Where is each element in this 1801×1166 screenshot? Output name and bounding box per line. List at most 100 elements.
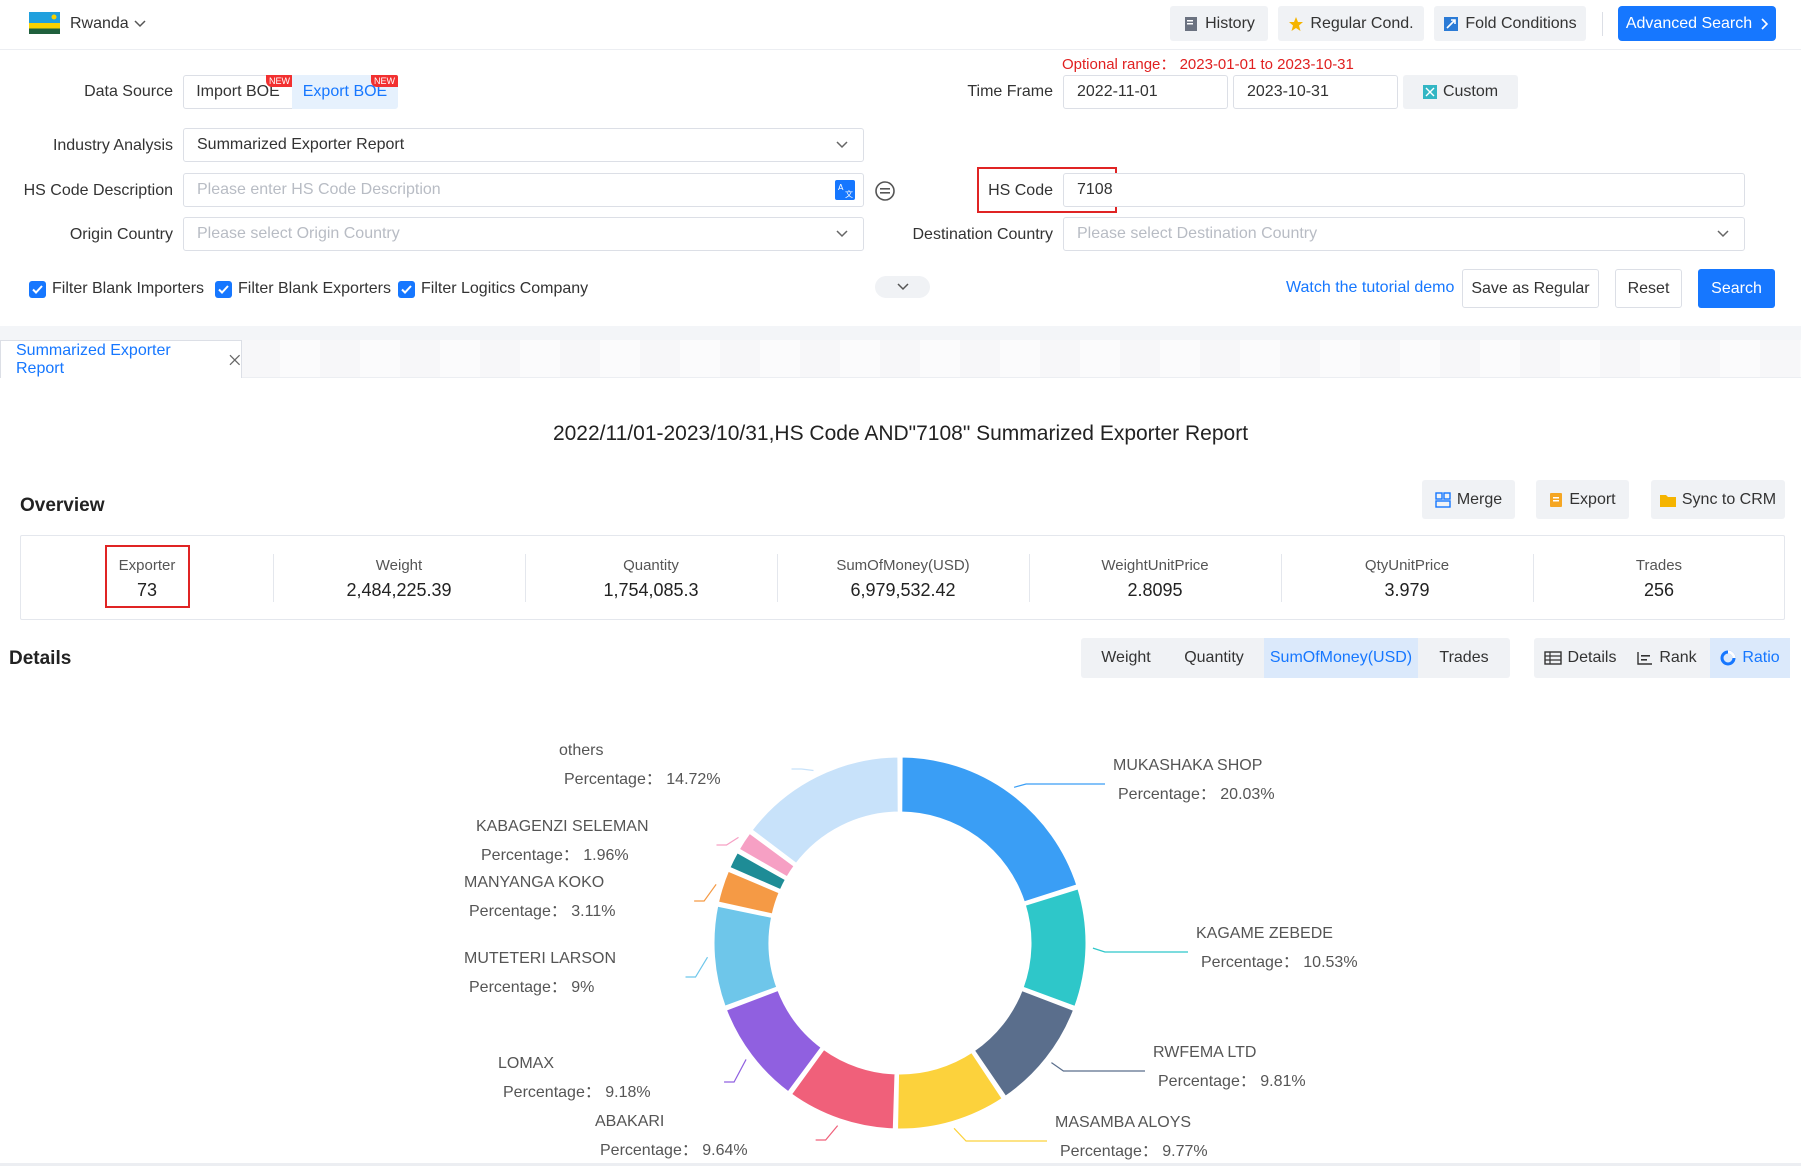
filter-blank-exporters-checkbox[interactable]: Filter Blank Exporters (215, 280, 391, 298)
details-heading: Details (9, 648, 72, 669)
search-button[interactable]: Search (1698, 269, 1775, 308)
hs-code-input[interactable]: 7108 (1063, 173, 1745, 207)
slice-name-label: others (559, 742, 603, 759)
slice-name-label: KABAGENZI SELEMAN (476, 818, 649, 835)
rwanda-flag-icon (29, 12, 60, 34)
origin-country-select[interactable]: Please select Origin Country (183, 217, 864, 251)
origin-country-label: Origin Country (69, 226, 173, 243)
donut-slice[interactable] (723, 987, 825, 1096)
view-switch: Details Rank Ratio (1534, 638, 1790, 678)
donut-slice[interactable] (726, 849, 789, 893)
history-button[interactable]: History (1170, 6, 1268, 41)
metric-weight[interactable]: Weight (1101, 649, 1151, 666)
exporter-stat-highlight (105, 545, 190, 608)
slice-name-label: MASAMBA ALOYS (1055, 1114, 1191, 1131)
label-leader-line (694, 883, 717, 902)
chevron-down-icon (836, 141, 848, 149)
folder-icon (1659, 494, 1676, 507)
slice-name-label: LOMAX (498, 1055, 554, 1072)
stat-divider (777, 554, 778, 602)
donut-slice[interactable] (735, 829, 798, 881)
view-details[interactable]: Details (1534, 638, 1626, 678)
svg-text:A: A (838, 183, 844, 192)
import-boe-option[interactable]: Import BOE NEW (183, 75, 293, 109)
filter-blank-importers-checkbox[interactable]: Filter Blank Importers (29, 280, 204, 298)
metric-trades[interactable]: Trades (1439, 649, 1489, 666)
chevron-down-icon (897, 283, 909, 291)
advanced-search-button[interactable]: Advanced Search (1618, 6, 1776, 41)
checkmark-icon (29, 280, 46, 298)
donut-slice[interactable] (971, 987, 1077, 1100)
stat-weight: Weight 2,484,225.39 (346, 556, 452, 600)
view-rank[interactable]: Rank (1626, 638, 1708, 678)
view-ratio[interactable]: Ratio (1710, 638, 1790, 678)
label-leader-line (716, 836, 739, 846)
industry-analysis-label: Industry Analysis (52, 137, 173, 154)
slice-percentage-label: Percentage： 14.72% (564, 771, 721, 788)
close-icon[interactable] (229, 354, 241, 366)
bottom-border (0, 1163, 1801, 1166)
pie-chart-icon (1720, 650, 1736, 666)
fold-conditions-button[interactable]: Fold Conditions (1434, 6, 1586, 41)
save-as-regular-button[interactable]: Save as Regular (1462, 269, 1599, 308)
top-bar: Rwanda History Regular Cond. Fold Condit… (0, 0, 1801, 50)
label-leader-line (724, 1059, 747, 1083)
country-selector[interactable]: Rwanda (70, 15, 129, 32)
destination-country-select[interactable]: Please select Destination Country (1063, 217, 1745, 251)
export-button[interactable]: Export (1536, 480, 1629, 519)
new-badge: NEW (371, 75, 398, 87)
section-divider (0, 326, 1801, 340)
chevron-down-icon (1717, 230, 1729, 238)
stat-trades: Trades 256 (1635, 556, 1683, 600)
tab-summarized-exporter-report[interactable]: Summarized Exporter Report (0, 340, 242, 378)
donut-slice[interactable] (715, 868, 783, 917)
metric-sum-of-money[interactable]: SumOfMoney(USD) (1264, 638, 1418, 678)
custom-range-button[interactable]: Custom (1403, 75, 1518, 109)
donut-slice[interactable] (1020, 885, 1089, 1010)
stat-divider (1029, 554, 1030, 602)
time-start-input[interactable]: 2022-11-01 (1063, 75, 1228, 109)
metric-quantity[interactable]: Quantity (1184, 649, 1244, 666)
label-leader-line (791, 768, 814, 772)
star-icon (1289, 16, 1304, 31)
donut-slice[interactable] (711, 903, 780, 1010)
slice-name-label: MUKASHAKA SHOP (1113, 757, 1262, 774)
stat-divider (1533, 554, 1534, 602)
slice-name-label: MUTETERI LARSON (464, 950, 616, 967)
time-frame-label: Time Frame (967, 83, 1053, 100)
time-end-input[interactable]: 2023-10-31 (1233, 75, 1398, 109)
slice-percentage-label: Percentage： 10.53% (1201, 954, 1358, 971)
slice-percentage-label: Percentage： 9% (469, 979, 594, 996)
report-title: 2022/11/01-2023/10/31,HS Code AND"7108" … (552, 422, 1249, 445)
label-leader-line (1051, 1062, 1145, 1072)
label-leader-line (1013, 783, 1105, 788)
table-icon (1543, 651, 1562, 665)
merge-button[interactable]: Merge (1422, 480, 1515, 519)
donut-slice[interactable] (899, 754, 1080, 905)
svg-text:文: 文 (845, 189, 853, 199)
tutorial-demo-link[interactable]: Watch the tutorial demo (1286, 279, 1455, 296)
regular-cond-button[interactable]: Regular Cond. (1278, 6, 1424, 41)
industry-analysis-select[interactable]: Summarized Exporter Report (183, 128, 864, 162)
export-boe-option[interactable]: Export BOE NEW (292, 75, 398, 109)
donut-slice[interactable] (894, 1049, 1006, 1132)
overview-stats: Exporter 73 Weight 2,484,225.39 Quantity 1,… (20, 535, 1785, 620)
donut-slice[interactable] (788, 1046, 898, 1132)
label-leader-line (685, 956, 709, 978)
reset-button[interactable]: Reset (1615, 269, 1682, 308)
translate-icon[interactable]: A文 (835, 180, 855, 200)
sync-to-crm-button[interactable]: Sync to CRM (1651, 480, 1785, 519)
donut-slice[interactable] (748, 754, 901, 867)
rank-icon (1637, 652, 1653, 665)
stat-divider (273, 554, 274, 602)
hs-lookup-icon[interactable] (874, 180, 896, 202)
slice-name-label: ABAKARI (595, 1113, 664, 1130)
filter-logistics-company-checkbox[interactable]: Filter Logitics Company (398, 280, 588, 298)
label-leader-line (953, 1127, 1047, 1142)
slice-name-label: KAGAME ZEBEDE (1196, 925, 1333, 942)
expand-toggle[interactable] (875, 276, 930, 298)
stat-sum-of-money: SumOfMoney(USD) 6,979,532.42 (836, 556, 970, 600)
toolbar-divider (1602, 12, 1603, 36)
chevron-down-icon[interactable] (133, 18, 147, 30)
